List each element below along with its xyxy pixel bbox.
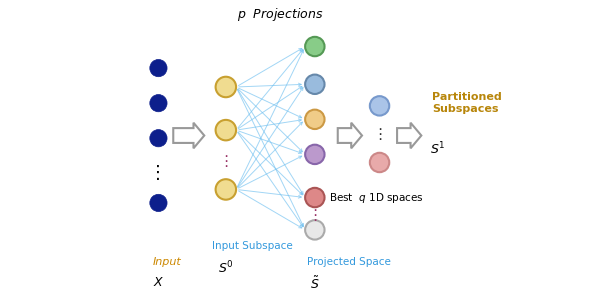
Text: Input: Input <box>153 257 182 267</box>
Circle shape <box>305 145 325 164</box>
Text: ⋮: ⋮ <box>218 154 233 169</box>
Text: $p$  Projections: $p$ Projections <box>236 6 323 23</box>
Text: Partitioned
Subspaces: Partitioned Subspaces <box>432 92 502 114</box>
Text: $X$: $X$ <box>153 276 164 289</box>
Text: $S^1$: $S^1$ <box>430 141 445 157</box>
Text: ⋮: ⋮ <box>149 164 167 182</box>
Text: $S^0$: $S^0$ <box>218 259 233 276</box>
Circle shape <box>215 179 236 200</box>
FancyArrow shape <box>397 123 421 148</box>
Text: Projected Space: Projected Space <box>307 257 391 267</box>
Circle shape <box>305 188 325 207</box>
Circle shape <box>305 37 325 56</box>
Circle shape <box>150 60 167 77</box>
Circle shape <box>150 130 167 147</box>
Circle shape <box>370 153 389 172</box>
Text: Input Subspace: Input Subspace <box>212 241 293 251</box>
Circle shape <box>215 77 236 97</box>
Circle shape <box>150 194 167 212</box>
Circle shape <box>305 220 325 240</box>
Text: ⋮: ⋮ <box>307 208 322 223</box>
FancyArrow shape <box>338 123 362 148</box>
Text: Best  $q$ 1D spaces: Best $q$ 1D spaces <box>329 190 424 204</box>
Circle shape <box>215 120 236 140</box>
FancyArrow shape <box>173 123 204 148</box>
Text: $\tilde{S}$: $\tilde{S}$ <box>310 276 320 292</box>
Circle shape <box>305 110 325 129</box>
Circle shape <box>150 94 167 112</box>
Circle shape <box>305 74 325 94</box>
Circle shape <box>370 96 389 116</box>
Text: ⋮: ⋮ <box>372 127 387 142</box>
